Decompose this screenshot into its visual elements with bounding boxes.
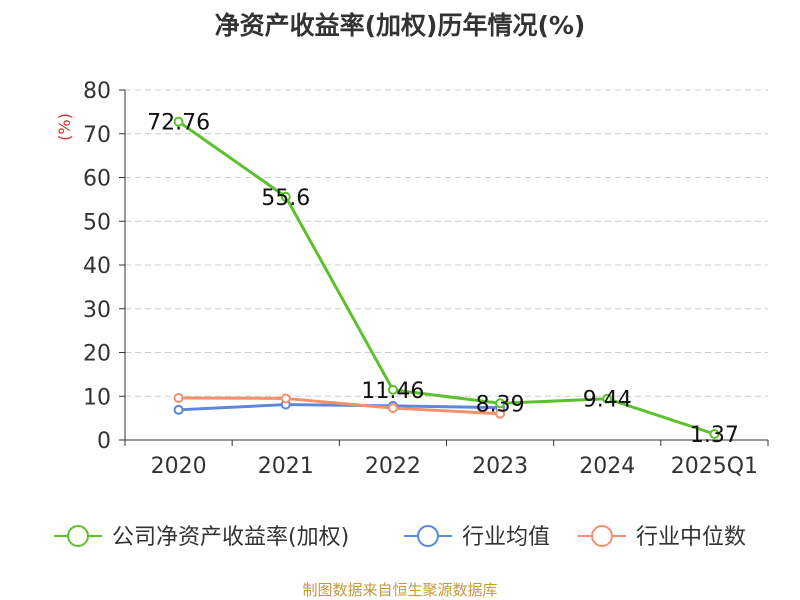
data-point xyxy=(173,404,184,415)
data-point xyxy=(280,393,291,404)
data-label: 11.46 xyxy=(361,379,424,404)
x-tick-label: 2020 xyxy=(151,454,207,479)
x-tick-label: 2022 xyxy=(365,454,421,479)
chart-title: 净资产收益率(加权)历年情况(%) xyxy=(214,11,586,40)
axes: 0 10 20 30 40 50 60 70 80 (%) 2020 2021 2022 2023 2024… xyxy=(55,79,769,479)
y-tick-label: 0 xyxy=(97,429,111,454)
legend-marker xyxy=(591,525,613,547)
y-tick-label: 30 xyxy=(83,298,111,323)
data-point xyxy=(173,116,184,127)
y-tick-label: 40 xyxy=(83,254,111,279)
series-line xyxy=(177,120,715,436)
x-tick-label: 2024 xyxy=(579,454,635,479)
y-axis-label: (%) xyxy=(55,113,74,141)
legend-item: 行业均值 xyxy=(404,525,550,550)
legend-label: 行业均值 xyxy=(462,525,550,550)
data-point xyxy=(387,403,398,414)
data-point xyxy=(495,398,506,409)
series-line xyxy=(178,396,501,416)
grid-lines xyxy=(125,89,768,397)
y-tick-label: 60 xyxy=(83,167,111,192)
data-label: 72.76 xyxy=(147,111,210,136)
legend-label: 公司净资产收益率(加权) xyxy=(112,525,349,550)
legend-item: 行业中位数 xyxy=(578,525,746,550)
data-label: 55.6 xyxy=(261,186,310,211)
data-point xyxy=(495,408,506,419)
data-label: 1.37 xyxy=(690,423,739,448)
data-point xyxy=(280,191,291,202)
y-tick-label: 70 xyxy=(83,123,111,148)
legend-marker xyxy=(67,525,89,547)
legend-item: 公司净资产收益率(加权) xyxy=(54,525,349,550)
y-tick-label: 20 xyxy=(83,342,111,367)
legend: 公司净资产收益率(加权) 行业均值 行业中位数 xyxy=(54,525,746,550)
data-point xyxy=(709,429,720,440)
legend-label: 行业中位数 xyxy=(636,525,746,550)
data-label: 8.39 xyxy=(476,392,525,417)
data-point xyxy=(387,384,398,395)
data-point xyxy=(173,393,184,403)
y-tick-label: 80 xyxy=(83,79,111,104)
data-label: 9.44 xyxy=(583,388,632,413)
x-tick-label: 2025Q1 xyxy=(671,454,758,479)
series-line xyxy=(178,403,501,412)
series-lines xyxy=(173,116,720,440)
x-tick-label: 2023 xyxy=(472,454,528,479)
legend-marker xyxy=(417,525,439,547)
y-tick-label: 10 xyxy=(83,385,111,410)
data-point xyxy=(602,393,613,404)
y-tick-label: 50 xyxy=(83,210,111,235)
data-labels: 72.76 55.6 11.46 8.39 9.44 1.37 xyxy=(147,111,739,448)
source-note: 制图数据来自恒生聚源数据库 xyxy=(302,581,498,599)
x-tick-label: 2021 xyxy=(258,454,314,479)
